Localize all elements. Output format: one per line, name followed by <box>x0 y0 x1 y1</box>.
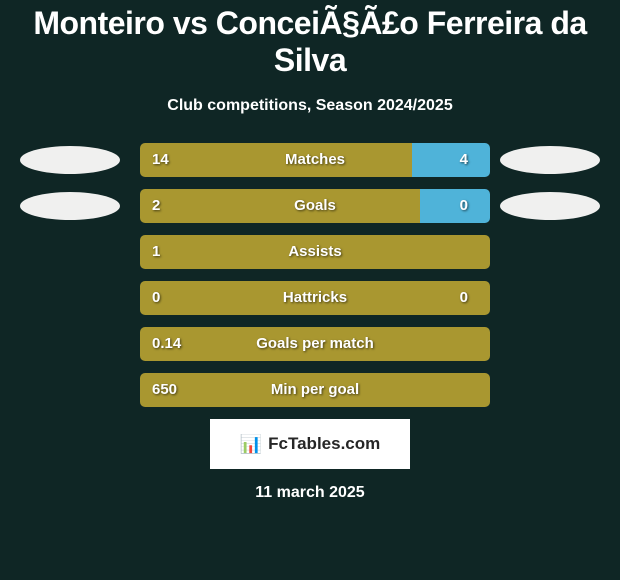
player1-bar <box>140 235 490 269</box>
subtitle: Club competitions, Season 2024/2025 <box>0 97 620 115</box>
stat-row: Goals20 <box>10 189 610 223</box>
stat-bar <box>140 189 490 223</box>
player1-bar <box>140 281 490 315</box>
stat-row: Goals per match0.14 <box>10 327 610 361</box>
stat-row: Min per goal650 <box>10 373 610 407</box>
stat-row: Hattricks00 <box>10 281 610 315</box>
stat-bar <box>140 373 490 407</box>
player2-photo <box>500 146 600 174</box>
player1-photo <box>20 146 120 174</box>
stat-row: Assists1 <box>10 235 610 269</box>
player1-bar <box>140 143 412 177</box>
player2-bar <box>412 143 490 177</box>
stat-bar <box>140 327 490 361</box>
player1-bar <box>140 373 490 407</box>
fctables-logo: 📊 FcTables.com <box>210 419 410 469</box>
stats-area: Matches144 Goals20 Assists1 Hattricks00 Goal… <box>0 143 620 407</box>
comparison-date: 11 march 2025 <box>0 484 620 502</box>
player2-bar <box>420 189 490 223</box>
stat-bar <box>140 281 490 315</box>
logo-text: FcTables.com <box>268 434 380 454</box>
chart-icon: 📊 <box>240 434 262 455</box>
player1-bar <box>140 327 490 361</box>
player2-photo <box>500 192 600 220</box>
comparison-container: Monteiro vs ConceiÃ§Ã£o Ferreira da Silv… <box>0 0 620 580</box>
player1-photo <box>20 192 120 220</box>
stat-bar <box>140 143 490 177</box>
page-title: Monteiro vs ConceiÃ§Ã£o Ferreira da Silv… <box>0 5 620 79</box>
stat-bar <box>140 235 490 269</box>
stat-row: Matches144 <box>10 143 610 177</box>
player1-bar <box>140 189 420 223</box>
